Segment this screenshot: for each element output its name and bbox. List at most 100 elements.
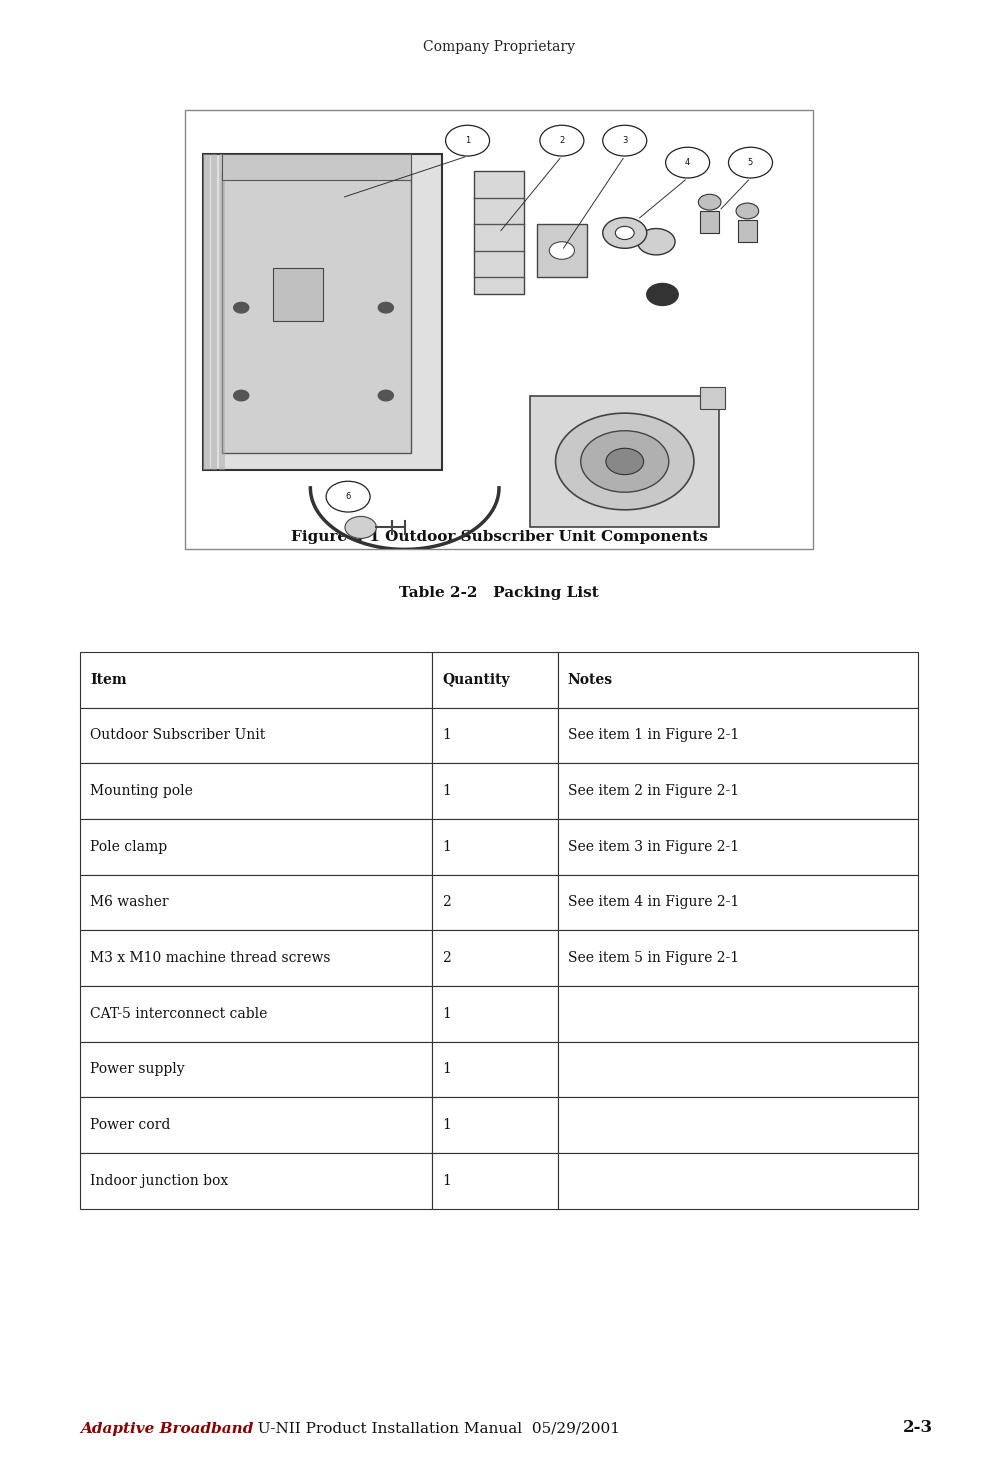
Circle shape: [647, 284, 679, 305]
Bar: [432, 652, 558, 708]
Circle shape: [603, 125, 647, 157]
Bar: [80, 930, 432, 986]
Bar: [432, 875, 558, 930]
Text: 2: 2: [442, 895, 451, 910]
Circle shape: [737, 204, 758, 218]
Text: 1: 1: [442, 728, 451, 743]
Bar: [432, 1097, 558, 1153]
Text: 1: 1: [442, 784, 451, 798]
Text: Item: Item: [90, 672, 127, 687]
Circle shape: [378, 302, 393, 314]
Text: See item 5 in Figure 2-1: See item 5 in Figure 2-1: [568, 951, 739, 965]
Text: 1: 1: [442, 1062, 451, 1077]
Bar: [432, 708, 558, 763]
Bar: [211, 154, 218, 470]
Bar: [432, 1153, 558, 1209]
Bar: [432, 763, 558, 819]
Text: See item 3 in Figure 2-1: See item 3 in Figure 2-1: [568, 839, 739, 854]
Circle shape: [606, 448, 644, 475]
Circle shape: [729, 148, 772, 177]
Text: 5: 5: [748, 158, 753, 167]
Text: 1: 1: [442, 1173, 451, 1188]
Text: Company Proprietary: Company Proprietary: [423, 40, 575, 54]
Circle shape: [616, 226, 634, 239]
Text: 4: 4: [685, 158, 691, 167]
Bar: [432, 930, 558, 986]
Bar: [558, 1097, 918, 1153]
Circle shape: [581, 431, 669, 492]
Bar: [558, 986, 918, 1042]
Text: See item 1 in Figure 2-1: See item 1 in Figure 2-1: [568, 728, 739, 743]
Circle shape: [326, 481, 370, 513]
Text: Figure 2-1 Outdoor Subscriber Unit Components: Figure 2-1 Outdoor Subscriber Unit Compo…: [290, 530, 708, 545]
Text: 2: 2: [559, 136, 565, 145]
Circle shape: [378, 390, 393, 401]
Text: 3: 3: [622, 136, 628, 145]
Text: M6 washer: M6 washer: [90, 895, 169, 910]
Circle shape: [638, 229, 675, 255]
Bar: [558, 819, 918, 875]
Text: Outdoor Subscriber Unit: Outdoor Subscriber Unit: [90, 728, 265, 743]
Text: Power cord: Power cord: [90, 1118, 171, 1132]
Circle shape: [445, 125, 490, 157]
Text: 2-3: 2-3: [903, 1418, 933, 1436]
Circle shape: [549, 242, 575, 259]
Bar: [204, 154, 442, 470]
Text: Quantity: Quantity: [442, 672, 510, 687]
Text: 1: 1: [442, 1006, 451, 1021]
Text: 6: 6: [345, 492, 350, 501]
Bar: [272, 268, 323, 321]
Bar: [223, 154, 411, 180]
Text: 1: 1: [465, 136, 470, 145]
Circle shape: [556, 413, 694, 510]
Bar: [432, 1042, 558, 1097]
Bar: [558, 763, 918, 819]
Text: 1: 1: [442, 1118, 451, 1132]
Text: CAT-5 interconnect cable: CAT-5 interconnect cable: [90, 1006, 267, 1021]
Circle shape: [234, 302, 249, 314]
Bar: [80, 986, 432, 1042]
Bar: [701, 211, 719, 233]
Text: See item 4 in Figure 2-1: See item 4 in Figure 2-1: [568, 895, 739, 910]
Bar: [204, 154, 210, 470]
Text: Table 2-2   Packing List: Table 2-2 Packing List: [399, 586, 599, 601]
Bar: [537, 224, 587, 277]
Bar: [185, 110, 813, 549]
Bar: [219, 154, 225, 470]
Bar: [80, 708, 432, 763]
Bar: [558, 1042, 918, 1097]
Bar: [80, 1042, 432, 1097]
Text: 1: 1: [442, 839, 451, 854]
Bar: [432, 986, 558, 1042]
Bar: [558, 1153, 918, 1209]
Bar: [558, 708, 918, 763]
Circle shape: [540, 125, 584, 157]
Text: Indoor junction box: Indoor junction box: [90, 1173, 229, 1188]
Text: Pole clamp: Pole clamp: [90, 839, 167, 854]
Circle shape: [345, 516, 376, 538]
Bar: [80, 819, 432, 875]
Bar: [530, 396, 719, 527]
Text: U-NII Product Installation Manual  05/29/2001: U-NII Product Installation Manual 05/29/…: [248, 1421, 620, 1436]
Bar: [558, 930, 918, 986]
Bar: [701, 387, 726, 409]
Bar: [80, 875, 432, 930]
Text: Power supply: Power supply: [90, 1062, 185, 1077]
Bar: [80, 1153, 432, 1209]
Circle shape: [234, 390, 249, 401]
Text: See item 2 in Figure 2-1: See item 2 in Figure 2-1: [568, 784, 739, 798]
Bar: [223, 171, 411, 453]
Text: Mounting pole: Mounting pole: [90, 784, 193, 798]
Bar: [80, 763, 432, 819]
Bar: [80, 652, 432, 708]
Bar: [474, 171, 524, 294]
Bar: [432, 819, 558, 875]
Circle shape: [699, 195, 721, 209]
Text: M3 x M10 machine thread screws: M3 x M10 machine thread screws: [90, 951, 330, 965]
Bar: [558, 652, 918, 708]
Text: 2: 2: [442, 951, 451, 965]
Bar: [80, 1097, 432, 1153]
Bar: [558, 875, 918, 930]
Bar: [738, 220, 756, 242]
Text: Notes: Notes: [568, 672, 613, 687]
